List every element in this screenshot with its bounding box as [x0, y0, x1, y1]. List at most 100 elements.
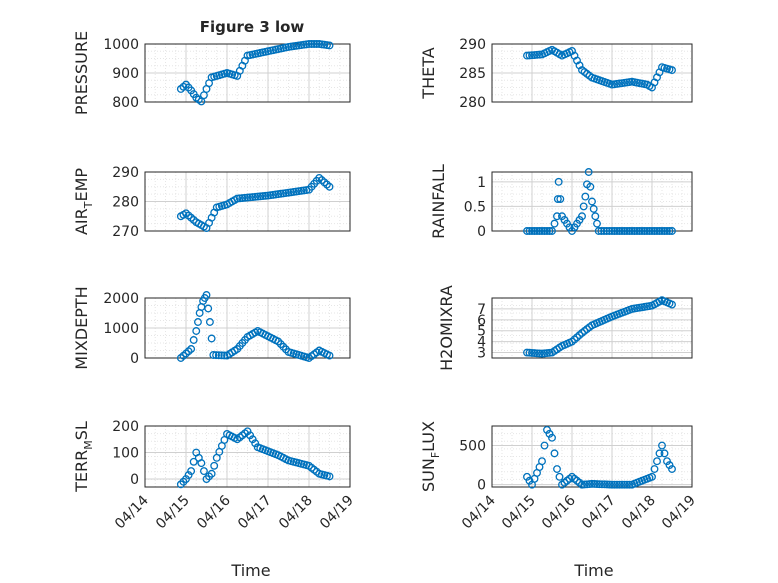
data-point-sun_flux [555, 472, 564, 481]
data-point-sun_flux [525, 476, 534, 485]
data-point-rainfall [640, 227, 649, 235]
data-point-rainfall [554, 177, 563, 186]
data-point-sun_flux [603, 480, 611, 489]
data-point-terr_msl [184, 471, 193, 480]
data-point-rainfall [578, 212, 586, 221]
y-tick-label-rainfall: 0 [477, 224, 486, 240]
x-tick-label: 04/19 [317, 493, 357, 533]
data-point-air_temp [238, 194, 247, 203]
data-point-rainfall [660, 227, 669, 235]
x-tick-label: 04/15 [153, 493, 193, 533]
data-point-rainfall [533, 227, 541, 235]
data-point-terr_msl [246, 431, 255, 440]
y-axis-label-terr_msl: TERRMSL [72, 421, 95, 493]
x-tick-label: 04/18 [619, 493, 659, 533]
data-point-theta [530, 51, 539, 59]
data-point-air_temp [251, 192, 260, 201]
data-point-rainfall [633, 227, 641, 235]
data-point-rainfall [535, 227, 544, 235]
y-tick-label-terr_msl: 0 [130, 472, 139, 488]
y-tick-label-rainfall: 0.5 [464, 199, 486, 215]
data-point-rainfall [613, 227, 621, 235]
data-point-mixdepth [325, 351, 334, 360]
data-point-air_temp [256, 192, 265, 201]
panel-terr_msl: 0 100 200 TERRMSL 04/14 04/15 04/16 04/17 04/18 0… [72, 419, 357, 532]
data-point-rainfall [645, 227, 654, 235]
data-point-h2omixra [525, 348, 534, 357]
data-point-rainfall [635, 227, 644, 235]
data-point-mixdepth [217, 351, 226, 360]
data-point-h2omixra [528, 348, 536, 357]
data-point-air_temp [240, 193, 249, 202]
panel-rainfall: 0 0.5 1 RAINFALL [429, 164, 693, 240]
data-point-mixdepth [209, 351, 218, 359]
data-point-rainfall [653, 227, 661, 235]
data-point-rainfall [545, 227, 554, 235]
data-point-air_temp [253, 192, 262, 201]
data-point-rainfall [597, 227, 606, 235]
data-point-h2omixra [533, 349, 541, 358]
y-tick-label-h2omixra: 6 [477, 313, 486, 329]
data-point-rainfall [581, 192, 590, 201]
y-tick-label-mixdepth: 1000 [103, 321, 139, 337]
panel-pressure: 800 900 1000 PRESSURE [72, 31, 351, 115]
data-point-pressure [325, 41, 334, 50]
data-point-terr_msl [243, 427, 252, 436]
data-point-rainfall [600, 227, 608, 235]
data-point-rainfall [579, 202, 588, 211]
data-point-mixdepth [212, 351, 221, 360]
y-tick-label-h2omixra: 4 [477, 335, 486, 351]
data-point-rainfall [625, 227, 634, 235]
y-tick-label-theta: 280 [459, 95, 486, 111]
y-tick-label-sun_flux: 0 [477, 478, 486, 494]
y-axis-label-air_temp: AIRTEMP [72, 168, 95, 235]
data-point-rainfall [553, 212, 561, 221]
data-point-h2omixra [523, 348, 531, 357]
data-point-sun_flux [653, 457, 661, 466]
data-point-rainfall [610, 227, 619, 235]
data-point-sun_flux [658, 441, 666, 450]
y-axis-label-mixdepth: MIXDEPTH [72, 286, 91, 369]
axes-frame-pressure [144, 43, 351, 103]
y-axis-label-pressure: PRESSURE [72, 31, 91, 115]
data-point-rainfall [615, 227, 624, 235]
data-point-sun_flux [648, 472, 656, 481]
y-tick-label-terr_msl: 200 [112, 419, 139, 435]
y-tick-label-theta: 285 [459, 66, 486, 82]
axes-frame-h2omixra [491, 297, 693, 359]
data-point-terr_msl [189, 457, 198, 466]
data-point-sun_flux [613, 480, 621, 489]
data-point-terr_msl [210, 461, 219, 470]
data-point-sun_flux [598, 480, 606, 489]
y-tick-label-pressure: 800 [112, 95, 139, 111]
data-point-rainfall [623, 227, 631, 235]
y-axis-label-rainfall: RAINFALL [429, 164, 448, 239]
data-point-theta [535, 50, 544, 59]
data-point-sun_flux [545, 429, 554, 438]
data-point-air_temp [246, 193, 255, 202]
x-tick-label: 04/17 [579, 493, 619, 533]
data-point-rainfall [594, 227, 603, 235]
data-point-mixdepth [214, 351, 223, 360]
data-point-terr_msl [248, 435, 257, 444]
data-point-sun_flux [585, 480, 594, 489]
data-point-rainfall [540, 227, 549, 235]
data-point-pressure [310, 40, 319, 48]
data-point-rainfall [668, 227, 676, 235]
x-tick-label: 04/17 [235, 493, 275, 533]
data-point-mixdepth [194, 318, 202, 326]
data-point-air_temp [248, 193, 257, 202]
data-point-h2omixra [668, 300, 676, 309]
data-point-rainfall [630, 227, 639, 235]
data-point-mixdepth [189, 336, 198, 344]
data-point-sun_flux [553, 465, 561, 473]
data-point-mixdepth [187, 345, 196, 353]
data-point-air_temp [233, 194, 242, 203]
axes-frame-air_temp [144, 171, 351, 232]
data-point-rainfall [663, 227, 671, 235]
data-point-air_temp [235, 194, 244, 203]
data-point-rainfall [620, 227, 629, 235]
